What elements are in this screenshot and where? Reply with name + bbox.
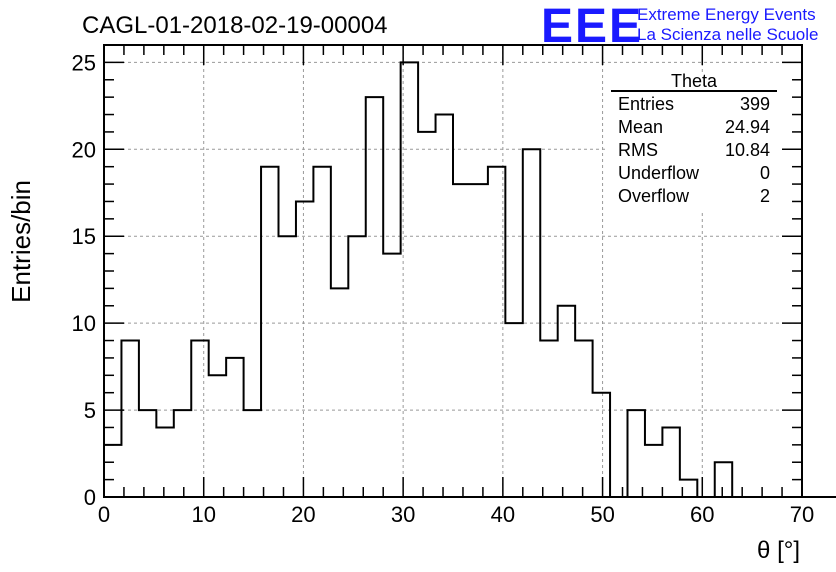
stats-label: Overflow [618,186,690,206]
x-tick-label: 70 [790,502,814,527]
stats-rows: Entries 399 Mean 24.94 RMS 10.84 Underflow 0 Ove… [618,94,770,206]
x-tick-label: 0 [98,502,110,527]
stats-value: 2 [760,186,770,206]
stats-value: 399 [740,94,770,114]
stats-label: Mean [618,117,663,137]
chart-title: CAGL-01-2018-02-19-00004 [82,12,388,39]
y-tick-label: 5 [84,398,96,423]
eee-logo: EEE Extreme Energy Events La Scienza nel… [541,0,818,53]
y-tick-label: 0 [84,485,96,510]
y-tick-label: 25 [72,50,96,75]
stats-label: Underflow [618,163,700,183]
x-tick-label: 20 [291,502,315,527]
y-axis-label: Entries/bin [6,180,36,303]
x-tick-label: 30 [391,502,415,527]
stats-label: Entries [618,94,674,114]
y-tick-labels: 0 5 10 15 20 25 [72,50,96,510]
stats-title: Theta [671,71,718,91]
stats-label: RMS [618,140,658,160]
x-tick-labels: 0 10 20 30 40 50 60 70 [98,502,814,527]
x-tick-label: 50 [590,502,614,527]
logo-line-1: Extreme Energy Events [637,5,816,24]
eee-logo-mark: EEE [541,0,643,53]
stats-value: 10.84 [725,140,770,160]
x-tick-label: 10 [191,502,215,527]
stats-value: 24.94 [725,117,770,137]
y-tick-label: 15 [72,224,96,249]
logo-line-2: La Scienza nelle Scuole [637,25,818,44]
x-tick-label: 40 [491,502,515,527]
x-tick-label: 60 [690,502,714,527]
stats-box: Theta Entries 399 Mean 24.94 RMS 10.84 Underfl… [606,71,782,212]
stats-value: 0 [760,163,770,183]
y-tick-label: 10 [72,311,96,336]
plot-frame [103,44,803,498]
y-tick-label: 20 [72,137,96,162]
x-axis-label: θ [°] [757,537,800,564]
